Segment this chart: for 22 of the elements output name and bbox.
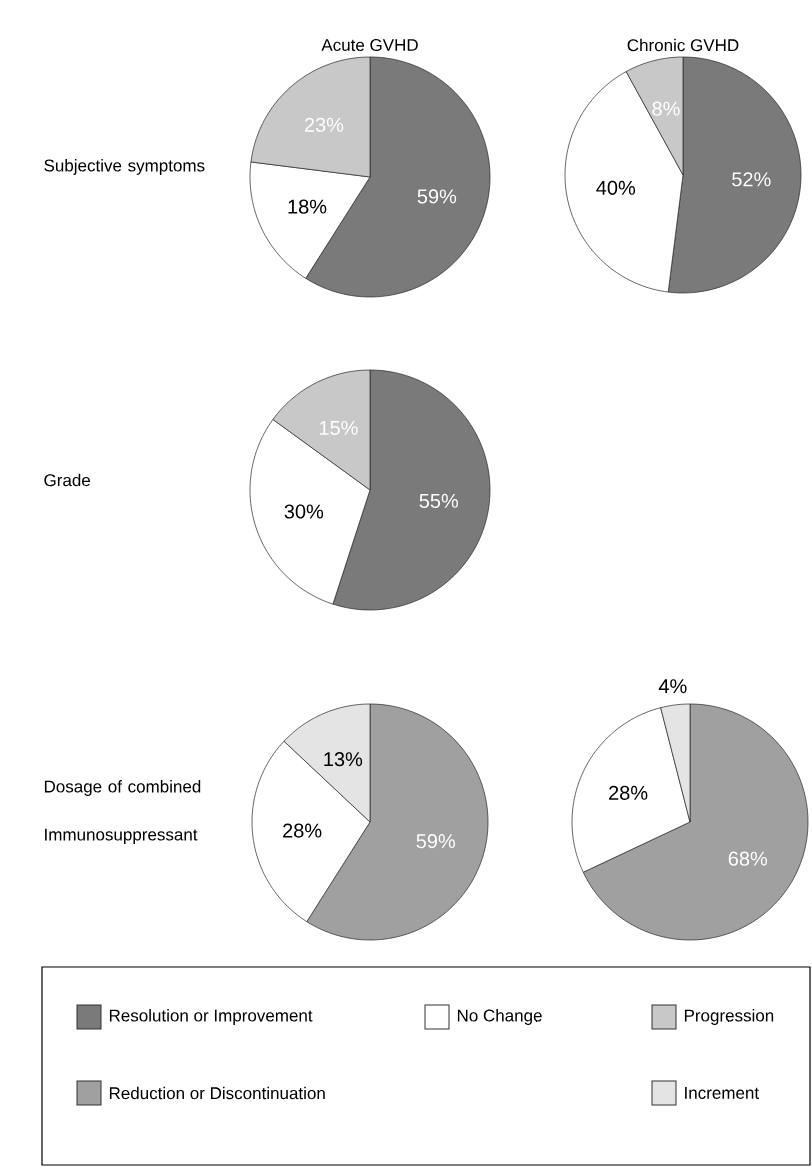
- legend-label: Reduction or Discontinuation: [109, 1086, 325, 1100]
- text: Dosage of combined Immunosuppressant: [44, 780, 201, 844]
- data-label: 30%: [284, 504, 324, 519]
- chart-title: Acute GVHD: [321, 38, 418, 52]
- data-label: 28%: [283, 823, 322, 838]
- data-label: 55%: [419, 493, 459, 508]
- data-label: 59%: [417, 189, 457, 204]
- data-label: 40%: [596, 180, 636, 195]
- data-label: 68%: [728, 851, 768, 866]
- text: Grade: [44, 473, 91, 487]
- data-label: 59%: [416, 834, 456, 849]
- data-label: 4%: [658, 679, 687, 694]
- legend-label: Increment: [685, 1087, 759, 1099]
- legend-label: Resolution or Improvement: [109, 1009, 313, 1025]
- data-label: 52%: [732, 172, 771, 187]
- data-label: 13%: [324, 752, 363, 767]
- data-label: 28%: [609, 785, 648, 800]
- chart-title: Chronic GVHD: [627, 38, 739, 52]
- legend-label: No Change: [457, 1009, 542, 1025]
- data-label: 18%: [288, 199, 327, 214]
- text: Subjective symptoms: [44, 159, 205, 175]
- legend-label: Progression: [684, 1009, 774, 1025]
